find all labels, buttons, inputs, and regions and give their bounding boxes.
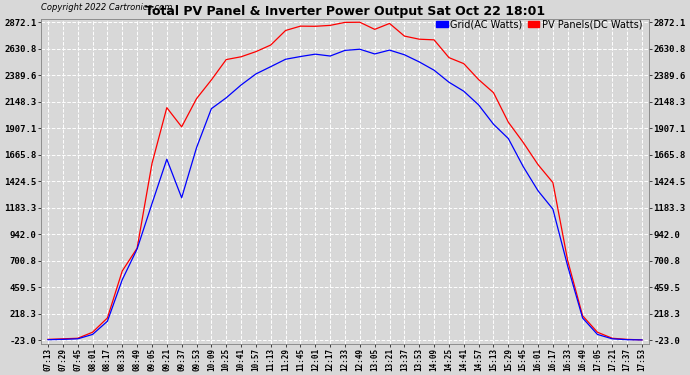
Legend: Grid(AC Watts), PV Panels(DC Watts): Grid(AC Watts), PV Panels(DC Watts) [434,17,644,31]
Text: Copyright 2022 Cartronics.com: Copyright 2022 Cartronics.com [41,3,172,12]
Title: Total PV Panel & Inverter Power Output Sat Oct 22 18:01: Total PV Panel & Inverter Power Output S… [145,5,545,18]
